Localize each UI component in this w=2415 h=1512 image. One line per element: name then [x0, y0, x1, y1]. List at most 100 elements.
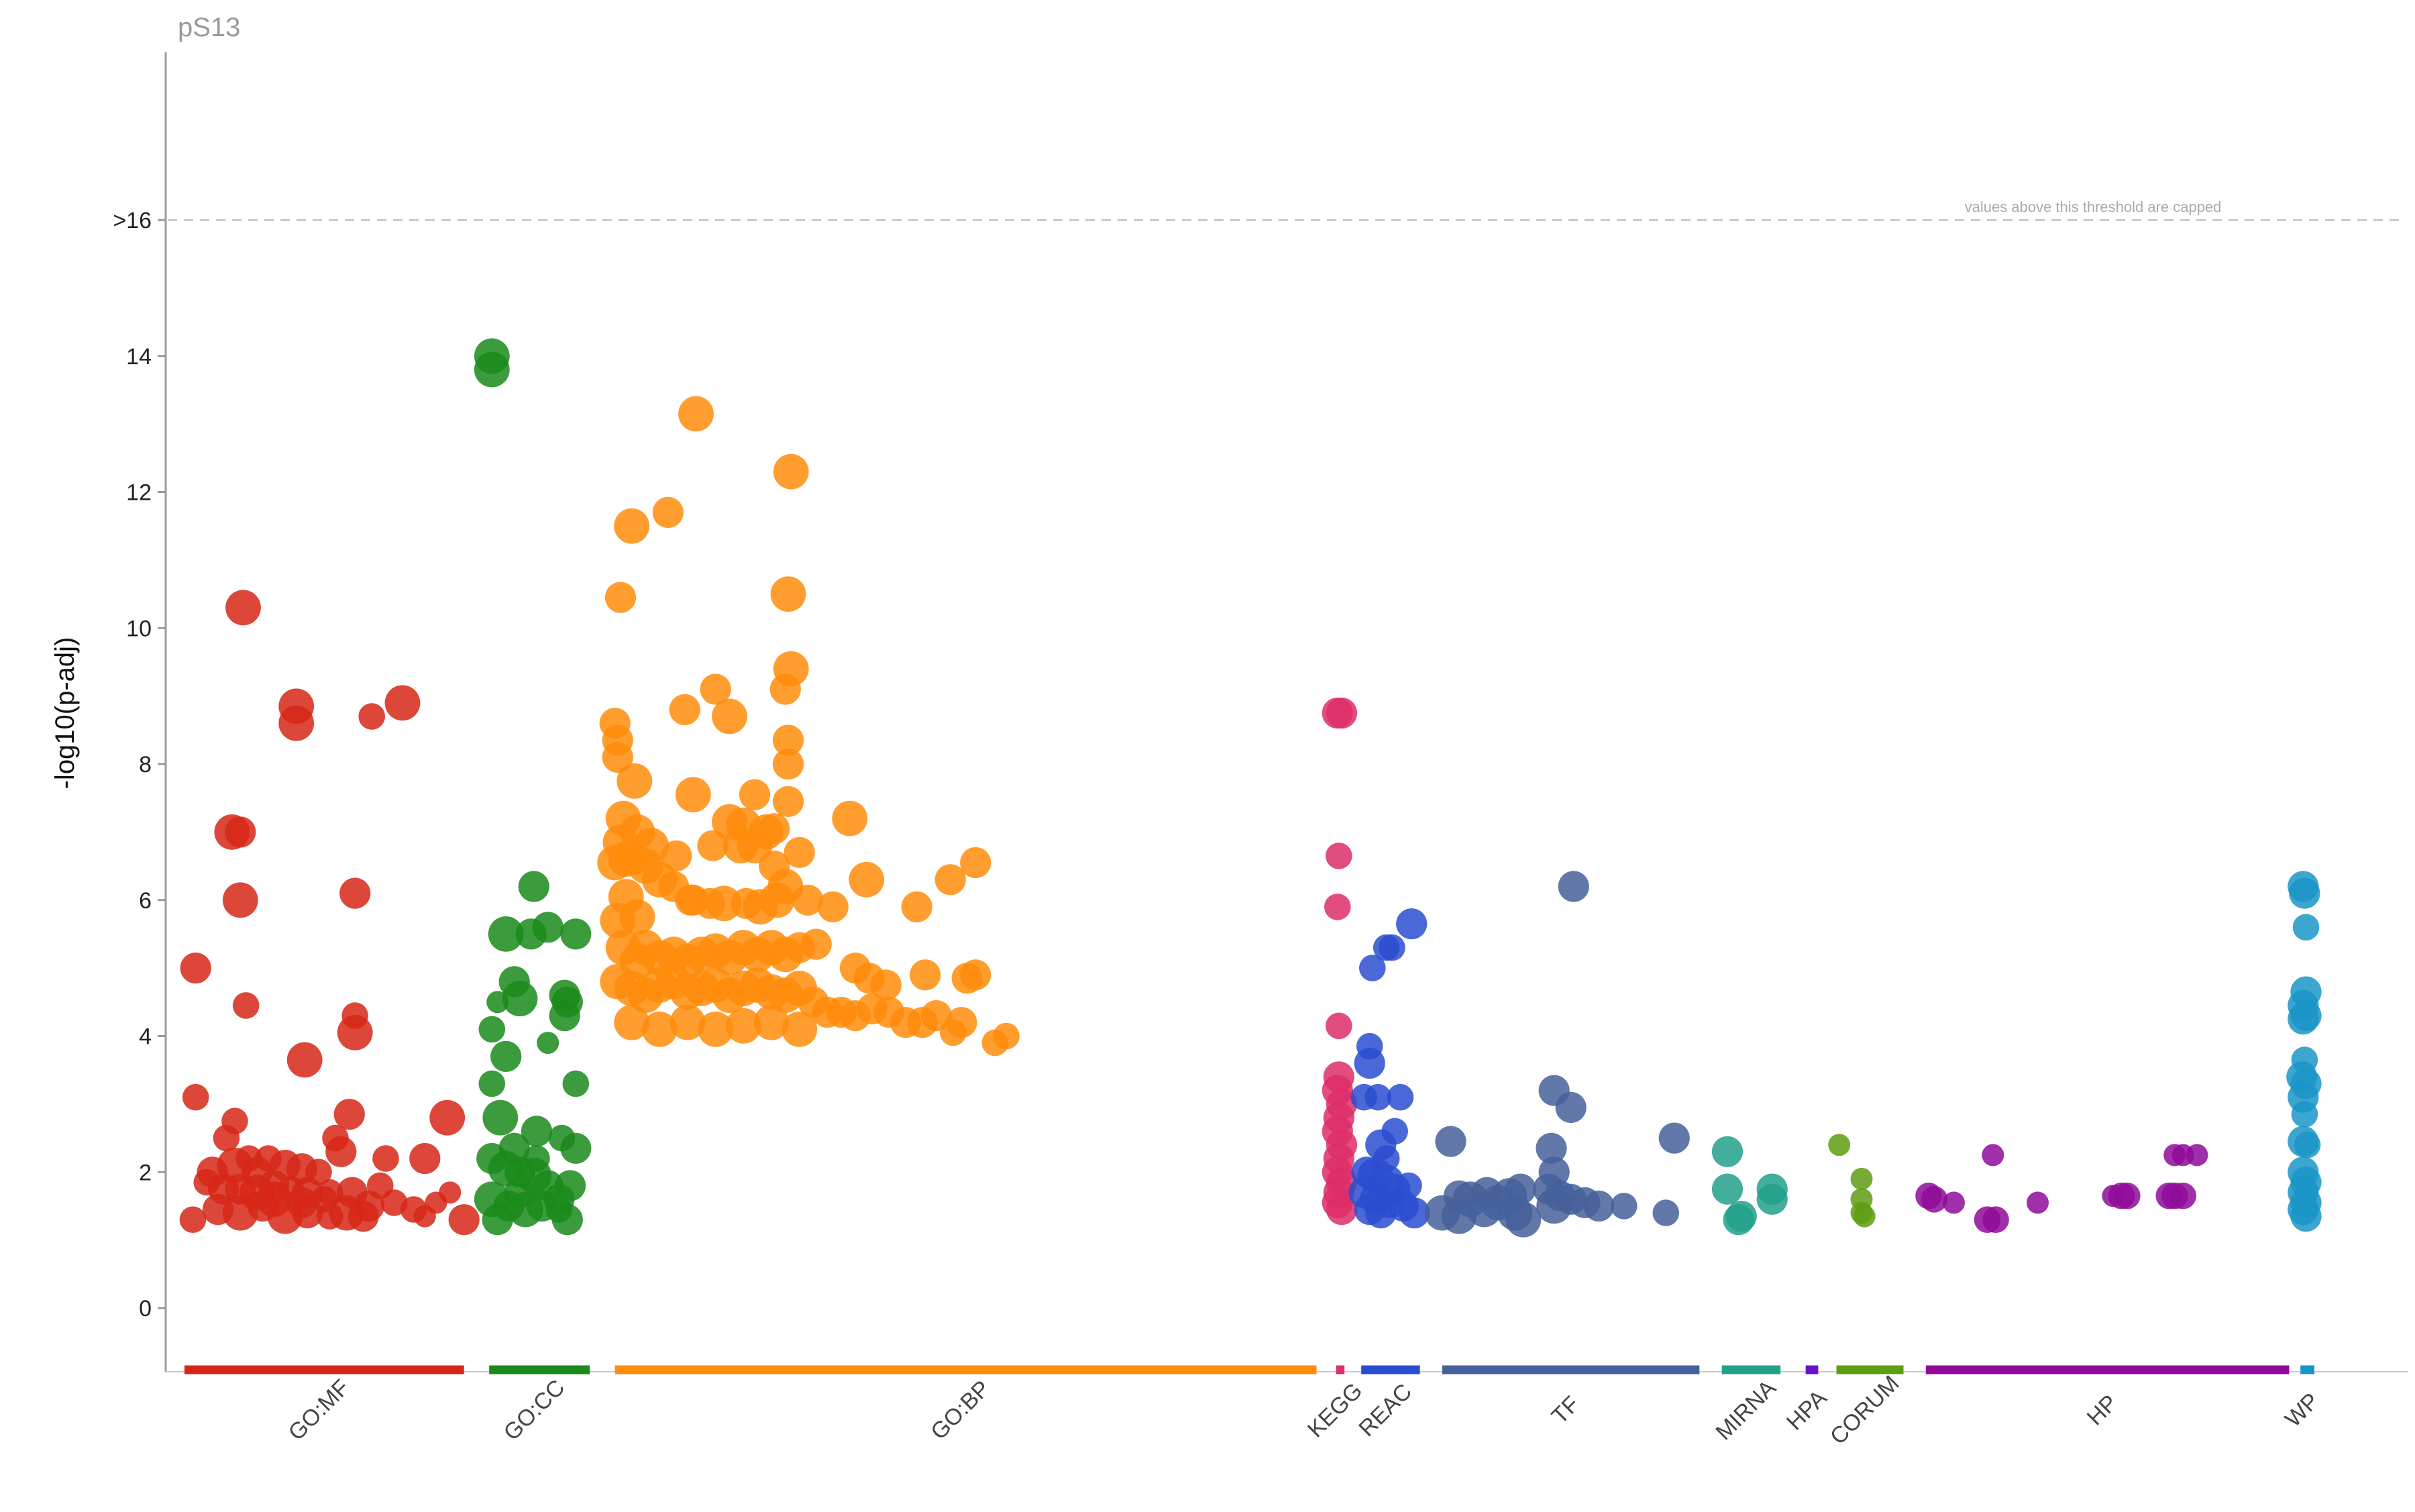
series-go-mf [179, 590, 480, 1236]
data-point [600, 902, 636, 938]
data-point [712, 698, 747, 735]
data-point [737, 828, 773, 864]
data-point [1611, 1193, 1638, 1220]
data-point [1853, 1205, 1876, 1228]
data-point [409, 1142, 441, 1175]
data-point [325, 1136, 357, 1167]
data-point [1652, 1199, 1680, 1226]
data-point [384, 685, 421, 721]
data-point [2169, 1182, 2196, 1209]
data-point [2290, 1201, 2322, 1232]
series-tf [1424, 871, 1690, 1238]
source-label: CORUM [1825, 1370, 1904, 1450]
data-point [286, 1187, 318, 1218]
data-point [439, 1181, 462, 1204]
data-point [554, 1170, 586, 1201]
data-point [769, 673, 801, 705]
data-point [560, 1132, 592, 1164]
data-point [478, 1016, 506, 1043]
source-label: REAC [1354, 1379, 1417, 1442]
source-label: HPA [1782, 1385, 1832, 1436]
data-point [946, 1007, 977, 1038]
data-point [1943, 1191, 1965, 1214]
data-point [429, 1099, 466, 1136]
data-point [993, 1022, 1020, 1050]
data-point [482, 1099, 519, 1136]
data-point [498, 1132, 530, 1164]
data-point [901, 891, 932, 922]
data-point [1364, 1083, 1391, 1111]
data-point [700, 673, 731, 705]
data-point [221, 1108, 248, 1134]
data-point [1326, 697, 1358, 729]
data-point [2186, 1144, 2208, 1167]
data-point [316, 1179, 343, 1206]
data-point [1982, 1206, 2009, 1233]
data-point [532, 912, 564, 943]
data-point [225, 590, 261, 626]
data-point [551, 1204, 583, 1236]
data-point [478, 1070, 506, 1097]
source-label: GO:CC [499, 1374, 570, 1446]
data-point [2114, 1182, 2141, 1209]
data-point [604, 582, 637, 613]
source-label: KEGG [1303, 1378, 1367, 1442]
data-point [817, 891, 849, 922]
data-point [1387, 1083, 1414, 1111]
data-point [560, 918, 592, 950]
data-point [523, 1145, 550, 1172]
threshold-note: values above this threshold are capped [1965, 199, 2222, 215]
data-point [286, 1042, 323, 1078]
series-reac [1348, 908, 1430, 1229]
data-point [372, 1145, 399, 1172]
data-point [784, 836, 815, 868]
series-go-cc [474, 338, 592, 1236]
data-point [669, 694, 700, 725]
y-tick-label: 2 [139, 1160, 152, 1185]
source-label: MIRNA [1711, 1375, 1781, 1446]
data-point [960, 959, 991, 991]
source-label: TF [1547, 1391, 1585, 1429]
data-point [792, 884, 824, 916]
data-point [256, 1181, 292, 1218]
y-tick-label: 6 [139, 888, 152, 914]
data-point [1583, 1190, 1615, 1222]
data-point [1379, 934, 1405, 961]
series-wp [2286, 871, 2322, 1232]
data-point [1828, 1134, 1851, 1156]
y-ticks: 0 2 4 6 8 10 12 14 >16 [113, 208, 166, 1321]
data-point [347, 1201, 379, 1232]
data-point [1536, 1188, 1572, 1224]
data-point [614, 508, 650, 544]
series-go-bp [597, 396, 1020, 1057]
data-point [232, 992, 260, 1019]
data-point [910, 959, 941, 991]
data-point [725, 1008, 761, 1044]
data-point [1365, 1197, 1397, 1229]
data-point [179, 1206, 207, 1233]
data-point [1756, 1183, 1788, 1215]
data-point [1324, 894, 1351, 920]
data-point [2292, 914, 2320, 941]
data-point [1505, 1201, 1542, 1238]
y-tick-label: 8 [139, 752, 152, 777]
data-point [1558, 871, 1589, 902]
data-point [333, 1099, 365, 1130]
data-point [739, 779, 771, 810]
data-point [562, 1070, 590, 1097]
data-point [1435, 1126, 1466, 1157]
data-point [678, 396, 714, 432]
data-point [753, 1004, 790, 1040]
data-point [652, 496, 684, 529]
data-point [278, 705, 315, 741]
data-point [1711, 1173, 1743, 1205]
data-point [870, 969, 902, 1001]
data-point [772, 748, 804, 780]
data-point [1471, 1177, 1503, 1208]
data-point [482, 1204, 513, 1236]
y-tick-label: 14 [126, 344, 152, 370]
data-point [490, 1040, 522, 1072]
data-point [1396, 908, 1428, 940]
